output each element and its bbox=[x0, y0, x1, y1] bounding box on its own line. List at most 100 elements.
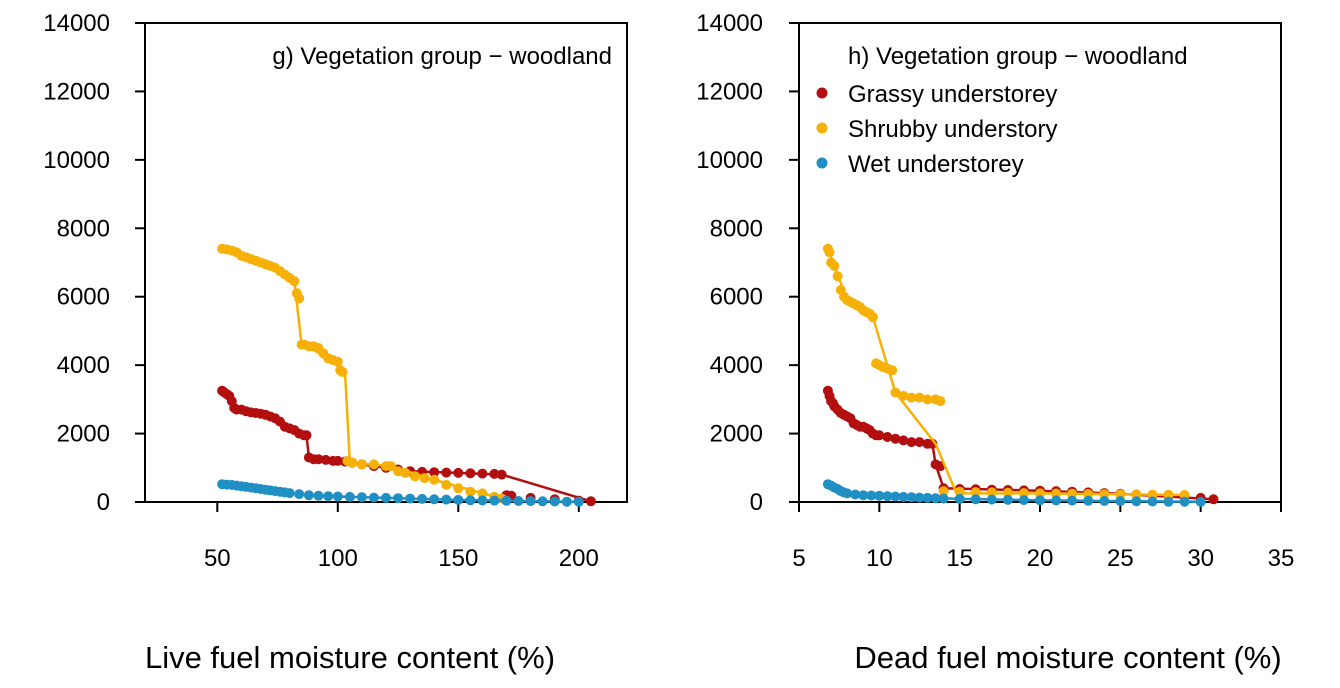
data-point bbox=[405, 493, 416, 504]
panel-title: g) Vegetation group − woodland bbox=[272, 43, 612, 70]
data-point bbox=[453, 494, 464, 505]
data-point bbox=[954, 486, 965, 497]
x-tick-label: 10 bbox=[866, 545, 893, 572]
data-point bbox=[400, 467, 411, 478]
data-point bbox=[887, 365, 898, 376]
data-point bbox=[1147, 496, 1158, 507]
y-tick-label: 6000 bbox=[710, 284, 763, 311]
x-tick-label: 25 bbox=[1107, 545, 1134, 572]
data-point bbox=[906, 492, 917, 503]
data-point bbox=[337, 367, 348, 377]
data-point bbox=[489, 468, 500, 479]
data-point bbox=[393, 493, 404, 504]
data-point bbox=[465, 486, 476, 497]
x-tick-label: 15 bbox=[946, 545, 973, 572]
data-point bbox=[1051, 495, 1062, 506]
data-point bbox=[906, 437, 917, 448]
data-point bbox=[1083, 495, 1094, 506]
y-tick-label: 12000 bbox=[43, 78, 110, 105]
data-point bbox=[882, 432, 893, 442]
data-point bbox=[1208, 494, 1219, 505]
data-point bbox=[829, 260, 840, 271]
legend-label: Wet understorey bbox=[848, 151, 1024, 178]
data-point bbox=[441, 479, 452, 490]
y-tick-label: 12000 bbox=[696, 78, 763, 105]
y-tick-label: 4000 bbox=[57, 352, 110, 379]
data-point bbox=[858, 490, 869, 501]
panel-title: h) Vegetation group − woodland bbox=[848, 43, 1188, 70]
series-line bbox=[826, 248, 1185, 497]
data-point bbox=[332, 491, 343, 502]
data-point bbox=[914, 437, 925, 448]
data-point bbox=[935, 396, 946, 407]
y-tick-label: 8000 bbox=[710, 215, 763, 242]
y-tick-label: 2000 bbox=[710, 421, 763, 448]
data-point bbox=[922, 394, 933, 405]
y-tick-label: 2000 bbox=[57, 421, 110, 448]
x-tick-label: 200 bbox=[559, 545, 599, 572]
data-point bbox=[922, 492, 933, 503]
data-point bbox=[874, 430, 885, 441]
data-point bbox=[1018, 495, 1029, 506]
data-point bbox=[930, 493, 941, 504]
data-point bbox=[938, 486, 949, 497]
data-point bbox=[294, 489, 305, 500]
data-point bbox=[1131, 496, 1142, 507]
data-point bbox=[501, 495, 512, 506]
data-point bbox=[1115, 496, 1126, 507]
data-point bbox=[1035, 488, 1045, 499]
data-point bbox=[409, 471, 420, 482]
data-point bbox=[332, 455, 343, 466]
data-point bbox=[496, 469, 507, 480]
data-point bbox=[477, 468, 488, 479]
data-point bbox=[537, 496, 548, 507]
legend-marker bbox=[816, 87, 828, 99]
data-point bbox=[832, 271, 843, 282]
data-point bbox=[347, 457, 358, 468]
data-point bbox=[890, 387, 901, 398]
plot-frame bbox=[144, 22, 628, 503]
data-point bbox=[898, 390, 909, 401]
data-point bbox=[525, 496, 536, 507]
y-tick-label: 14000 bbox=[696, 10, 763, 37]
data-point bbox=[344, 491, 355, 502]
series-line bbox=[221, 390, 592, 503]
data-point bbox=[453, 467, 464, 478]
x-tick-label: 100 bbox=[318, 545, 358, 572]
data-point bbox=[585, 496, 596, 507]
data-point bbox=[294, 293, 305, 304]
data-point bbox=[914, 492, 925, 503]
series-grassy-understorey bbox=[217, 385, 596, 507]
data-point bbox=[986, 487, 997, 498]
data-point bbox=[866, 490, 877, 501]
y-tick-label: 10000 bbox=[696, 147, 763, 174]
data-point bbox=[489, 495, 500, 506]
data-point bbox=[1147, 489, 1158, 500]
x-axis-title: Dead fuel moisture content (%) bbox=[854, 640, 1281, 675]
data-point bbox=[465, 495, 476, 506]
data-point bbox=[417, 493, 428, 504]
data-point bbox=[890, 491, 901, 502]
data-point bbox=[1099, 489, 1110, 500]
x-tick-label: 150 bbox=[438, 545, 478, 572]
data-point bbox=[429, 494, 440, 505]
y-tick-label: 8000 bbox=[57, 215, 110, 242]
data-point bbox=[890, 433, 901, 444]
series-grassy-understorey bbox=[822, 385, 1219, 505]
data-point bbox=[429, 474, 440, 485]
legend-label: Shrubby understory bbox=[848, 116, 1057, 143]
legend-marker bbox=[816, 122, 828, 134]
data-point bbox=[1018, 488, 1029, 499]
data-point bbox=[882, 491, 893, 502]
legend-marker bbox=[816, 157, 828, 169]
x-tick-label: 35 bbox=[1268, 545, 1295, 572]
data-point bbox=[385, 461, 396, 472]
data-point bbox=[1067, 495, 1078, 506]
data-point bbox=[954, 493, 965, 504]
data-point bbox=[549, 496, 560, 507]
data-point bbox=[441, 494, 452, 505]
data-point bbox=[368, 492, 379, 503]
data-point bbox=[1163, 496, 1174, 507]
data-point bbox=[301, 430, 312, 441]
